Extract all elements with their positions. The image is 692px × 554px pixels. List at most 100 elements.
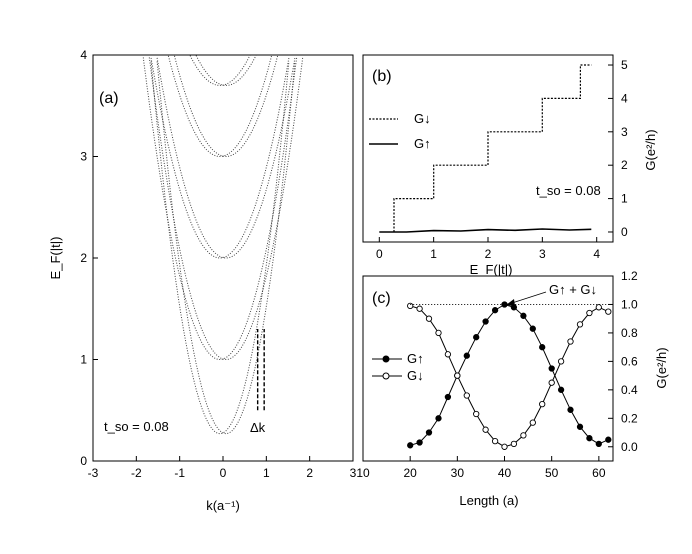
- panel-c-point-down: [539, 400, 546, 408]
- panel-c-ytick-label: 1.2: [621, 269, 638, 283]
- panel-c-point-down: [595, 304, 602, 311]
- panel-b-xtick-label: 3: [539, 247, 546, 261]
- panel-b-ytick-label: 5: [621, 58, 628, 72]
- panel-c-ytick-label: 0.2: [621, 411, 638, 425]
- panel-b-xtick-label: 0: [376, 247, 383, 261]
- panel-c-xlabel: Length (a): [459, 493, 518, 508]
- panel-c-plot: [407, 301, 612, 450]
- panel-c-xtick-label: 30: [451, 466, 465, 480]
- panel-c-point-up: [586, 435, 593, 442]
- panel-b-frame: [362, 54, 614, 243]
- panel-c-point-down: [425, 315, 433, 322]
- panel-a-ytick-label: 4: [80, 48, 87, 62]
- legend-c-marker-up: [382, 355, 390, 363]
- panel-b-xtick-label: 2: [485, 247, 492, 261]
- panel-c-point-up: [482, 318, 489, 325]
- panel-c-point-up: [595, 440, 602, 448]
- panel-c-point-down: [407, 302, 414, 310]
- panel-b-legend: G↓ G↑: [369, 111, 431, 151]
- panel-a-band-4-down: [189, 55, 251, 86]
- panel-b-axes: 0 1 2 3 4 0 1 2 3 4 5: [376, 58, 628, 261]
- panel-a-band-1-up: [148, 57, 304, 360]
- panel-a-label: (a): [99, 90, 119, 107]
- panel-c-ytick-label: 0.8: [621, 326, 638, 340]
- panel-a-band-4-up: [195, 55, 257, 86]
- panel-b-xtick-label: 1: [430, 247, 437, 261]
- legend-c-label-up: G↑: [407, 351, 424, 366]
- panel-c-sum-arrow: [511, 291, 547, 304]
- panel-c-frame: [362, 275, 614, 462]
- panel-b-ylabel: G(e²/h): [643, 129, 658, 170]
- panel-c-point-down: [557, 358, 565, 365]
- panel-c-point-down: [416, 305, 423, 312]
- panel-b-series-down: [393, 64, 592, 232]
- panel-a-tso-annotation: t_so = 0.08: [104, 419, 169, 434]
- panel-c-point-up: [416, 439, 423, 446]
- panel-a-axes: -3 -2 -1 0 1 2 3 0 1 2 3 4: [80, 48, 356, 480]
- panel-c-point-down: [576, 321, 584, 328]
- panel-c-sum-annotation: G↑ + G↓: [549, 282, 597, 297]
- panel-b-plot: [379, 64, 592, 233]
- panel-c-point-down: [491, 437, 499, 445]
- panel-a-xtick-label: 2: [306, 466, 313, 480]
- panel-c-point-down: [501, 443, 508, 450]
- panel-c-sum-arrowhead: [506, 299, 515, 306]
- panel-a-band-0-down: [150, 61, 290, 435]
- panel-c-point-down: [473, 410, 480, 418]
- legend-b-label-up: G↑: [414, 136, 431, 151]
- panel-c-point-up: [435, 415, 442, 422]
- panel-a-xtick-label: 3: [350, 466, 357, 480]
- panel-b-xtick-label: 4: [593, 247, 600, 261]
- panel-c-point-up: [567, 406, 574, 413]
- panel-a-band-3-up: [174, 55, 279, 157]
- panel-c-ytick-label: 0.4: [621, 383, 638, 397]
- panel-a-band-2-down: [150, 57, 290, 259]
- panel-b-ytick-label: 4: [621, 91, 628, 105]
- panel-c-xtick-label: 20: [403, 466, 417, 480]
- panel-c-point-up: [425, 429, 433, 436]
- legend-c-marker-down: [382, 372, 390, 380]
- panel-a-ytick-label: 1: [80, 353, 87, 367]
- panel-b-ytick-label: 3: [621, 125, 628, 139]
- panel-c-point-down: [567, 338, 574, 345]
- panel-b-ytick-label: 1: [621, 192, 628, 206]
- panel-a-ytick-label: 2: [80, 251, 87, 265]
- panel-a-xtick-label: -1: [174, 466, 185, 480]
- panel-c-xtick-label: 10: [356, 466, 370, 480]
- panel-b-ytick-label: 2: [621, 158, 628, 172]
- panel-c-point-down: [605, 308, 612, 315]
- panel-b-ytick-label: 0: [621, 225, 628, 239]
- legend-b-label-down: G↓: [414, 111, 431, 126]
- panel-c-point-down: [435, 329, 442, 337]
- legend-c-label-down: G↓: [407, 368, 424, 383]
- panel-a-band-1-down: [142, 57, 298, 360]
- panel-c-point-down: [454, 372, 461, 379]
- panel-c-point-up: [548, 365, 555, 372]
- panel-a-bands: [142, 55, 304, 435]
- panel-b-series-up: [379, 228, 592, 233]
- panel-c-point-up: [444, 393, 452, 401]
- panel-a-frame: [92, 54, 354, 462]
- panel-a-xtick-label: -3: [88, 466, 99, 480]
- panel-c-point-up: [576, 423, 584, 430]
- panel-c-point-up: [407, 442, 414, 449]
- panel-c-point-down: [586, 309, 593, 317]
- panel-c-point-down: [482, 426, 489, 433]
- panel-a-xlabel: k(a⁻¹): [206, 498, 240, 513]
- panel-c-ytick-label: 0.6: [621, 354, 638, 368]
- panel-c-xtick-label: 40: [498, 466, 512, 480]
- panel-c-point-up: [520, 312, 527, 319]
- panel-c-xtick-label: 50: [545, 466, 559, 480]
- panel-c-point-down: [520, 432, 527, 439]
- panel-c-xtick-label: 60: [592, 466, 606, 480]
- panel-c-legend: G↑ G↓: [372, 351, 424, 383]
- panel-c-ytick-label: 1.0: [621, 297, 638, 311]
- panel-a-band-2-up: [156, 57, 296, 259]
- panel-c-point-down: [444, 351, 452, 358]
- panel-c-point-up: [605, 436, 612, 443]
- panel-c-point-down: [463, 392, 470, 399]
- panel-c-axes: 10 20 30 40 50 60 0.0 0.2 0.4 0.6 0.8 1.0 1.2: [356, 269, 638, 480]
- panel-a-ytick-label: 0: [80, 454, 87, 468]
- panel-a-ytick-label: 3: [80, 150, 87, 164]
